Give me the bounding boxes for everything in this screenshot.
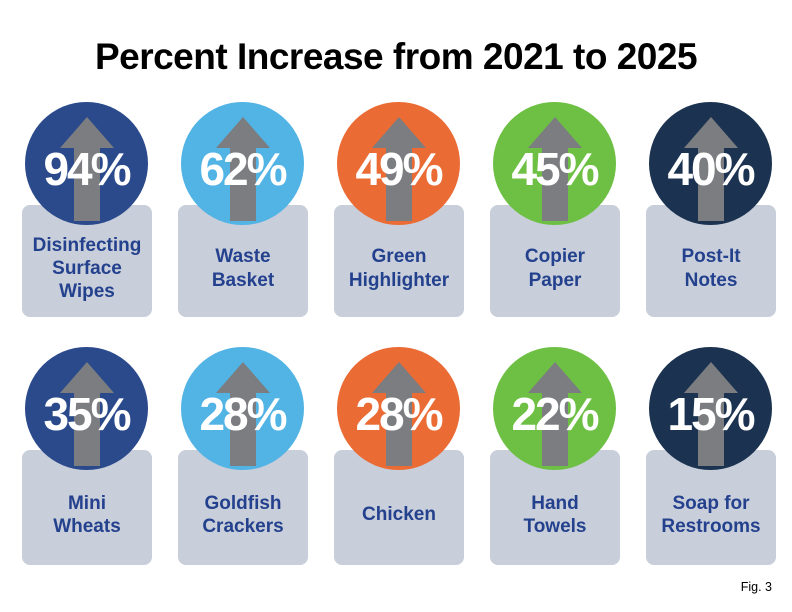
stat-label: Hand Towels (523, 492, 587, 537)
up-arrow-icon (371, 362, 426, 466)
stat-value: 94% (43, 142, 131, 195)
stat-label: Waste Basket (211, 246, 275, 291)
stat-card: 22% Hand Towels (490, 347, 620, 565)
stat-value: 49% (355, 142, 443, 195)
stat-card: 28% Goldfish Crackers (178, 347, 308, 565)
up-arrow-icon (59, 117, 114, 221)
stat-label: Post-It Notes (681, 246, 741, 291)
stat-circle: 40% (649, 102, 772, 225)
stat-circle: 62% (181, 102, 304, 225)
stat-card: 94% Disinfecting Surface Wipes (22, 102, 152, 317)
stat-value: 28% (199, 387, 287, 440)
stats-row-1: 94% Disinfecting Surface Wipes 62% Waste… (22, 102, 776, 317)
up-arrow-icon (215, 362, 270, 466)
stat-card: 35% Mini Wheats (22, 347, 152, 565)
stat-circle: 45% (493, 102, 616, 225)
stat-card: 40% Post-It Notes (646, 102, 776, 317)
stat-value: 40% (667, 142, 755, 195)
up-arrow-icon (683, 362, 738, 466)
up-arrow-icon (59, 362, 114, 466)
up-arrow-icon (371, 117, 426, 221)
stat-value: 35% (43, 387, 131, 440)
stat-circle: 28% (337, 347, 460, 470)
stat-value: 45% (511, 142, 599, 195)
stat-card: 15% Soap for Restrooms (646, 347, 776, 565)
stat-circle: 28% (181, 347, 304, 470)
stat-label: Disinfecting Surface Wipes (32, 234, 142, 303)
page-title: Percent Increase from 2021 to 2025 (94, 36, 698, 77)
up-arrow-icon (215, 117, 270, 221)
up-arrow-icon (527, 117, 582, 221)
stat-label: Green Highlighter (348, 246, 450, 291)
stat-card: 45% Copier Paper (490, 102, 620, 317)
figure-caption: Fig. 3 (740, 580, 772, 594)
stat-circle: 22% (493, 347, 616, 470)
stat-card: 49% Green Highlighter (334, 102, 464, 317)
stat-label: Chicken (362, 504, 436, 526)
stat-label: Copier Paper (524, 246, 586, 291)
stat-value: 22% (511, 387, 599, 440)
stat-value: 28% (355, 387, 443, 440)
stat-value: 15% (667, 387, 755, 440)
stat-circle: 49% (337, 102, 460, 225)
stat-label: Soap for Restrooms (661, 492, 761, 537)
stat-label: Mini Wheats (53, 492, 121, 537)
stat-value: 62% (199, 142, 287, 195)
stat-card: 28% Chicken (334, 347, 464, 565)
stat-label: Goldfish Crackers (202, 492, 284, 537)
stat-circle: 94% (25, 102, 148, 225)
up-arrow-icon (527, 362, 582, 466)
stats-row-2: 35% Mini Wheats 28% Goldfish Crackers 28… (22, 347, 776, 565)
stat-card: 62% Waste Basket (178, 102, 308, 317)
up-arrow-icon (683, 117, 738, 221)
stat-circle: 15% (649, 347, 772, 470)
stat-circle: 35% (25, 347, 148, 470)
